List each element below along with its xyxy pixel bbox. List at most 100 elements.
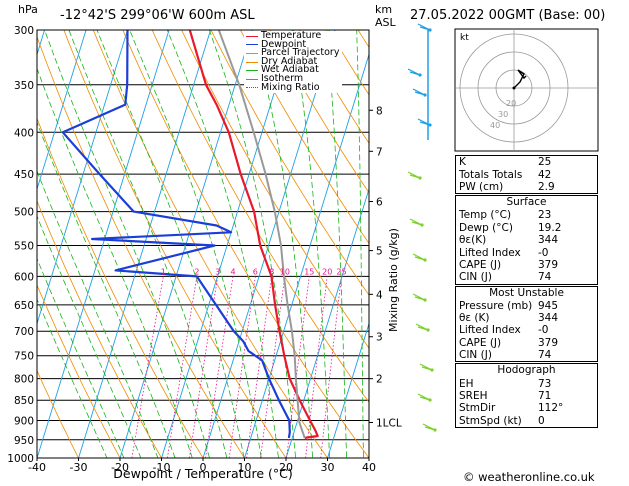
dry-adiabat-line: [181, 30, 369, 349]
wet-adiabat-line: [208, 30, 297, 458]
wet-adiabat-line: [96, 30, 245, 458]
wind-barb-dot: [428, 123, 432, 127]
wet-adiabat-line: [37, 169, 159, 458]
wet-adiabat-line: [251, 30, 314, 458]
legend-label: Dry Adiabat: [261, 55, 318, 67]
copyright-text: © weatheronline.co.uk: [463, 470, 595, 484]
wet-adiabat-line: [44, 30, 210, 458]
pressure-tick-label: 400: [14, 127, 34, 139]
surface-cin-label: CIN (J): [459, 271, 492, 284]
legend-item: Mixing Ratio: [246, 83, 339, 93]
wet-adiabat-line: [326, 30, 347, 458]
surface-theta-label: θε(K): [459, 234, 487, 247]
wind-barb-dot: [433, 428, 437, 432]
pressure-tick-label: 1000: [7, 453, 34, 465]
height-tick-label: 4: [376, 289, 383, 301]
legend: Temperature Dewpoint Parcel Trajectory Dry …: [244, 30, 343, 94]
pressure-tick-label: 750: [14, 351, 34, 363]
stmspd-label: StmSpd (kt): [459, 414, 522, 427]
mixing-ratio-label: 20: [322, 267, 332, 276]
wind-barb: [412, 253, 426, 261]
mixing-ratio-line: [189, 276, 219, 458]
dry-adiabat-line: [210, 30, 369, 296]
legend-item: Dry Adiabat: [246, 55, 339, 67]
surface-li-label: Lifted Index: [459, 246, 521, 259]
wind-barb-dot: [423, 258, 427, 262]
isotherm-line: [37, 30, 129, 326]
stmdir-value: 112°: [538, 402, 564, 415]
dry-adiabat-line: [63, 30, 287, 458]
height-tick-label: 8: [376, 105, 383, 117]
height-tick-label: 3: [376, 332, 383, 344]
surface-li-value: -0: [538, 246, 549, 259]
background-lines: [37, 30, 369, 458]
temp-tick-label: -10: [153, 461, 171, 474]
mixing-ratio-label: 25: [336, 267, 346, 276]
hodograph-unit-label: kt: [460, 33, 469, 43]
mixing-ratio-label: 10: [280, 267, 290, 276]
surface-theta-value: 344: [538, 234, 559, 247]
temp-tick-label: 0: [200, 461, 207, 474]
surface-dewp-label: Dewp (°C): [459, 221, 513, 234]
wind-barb: [417, 23, 431, 31]
legend-item: Parcel Trajectory: [246, 47, 340, 59]
pressure-unit-label: hPa: [18, 3, 38, 16]
legend-label: Parcel Trajectory: [261, 47, 340, 59]
wind-barb-dot: [428, 28, 432, 32]
legend-swatch: [246, 70, 258, 72]
isotherm-line: [244, 52, 369, 458]
dry-adiabat-line: [37, 199, 162, 458]
mixing-ratio-axis-label: Mixing Ratio (g/kg): [387, 228, 400, 332]
wind-barb: [412, 293, 426, 301]
surface-cape-value: 379: [538, 258, 559, 271]
surface-temp-value: 23: [538, 209, 552, 222]
location-title: -12°42'S 299°06'W 600m ASL: [60, 8, 255, 23]
legend-item: Temperature: [246, 30, 339, 41]
wind-barb-dot: [426, 328, 430, 332]
mixing-ratio-line: [167, 276, 198, 458]
mu-cin-label: CIN (J): [459, 349, 492, 362]
wet-adiabat-line: [129, 30, 262, 458]
most-unstable-title: Most Unstable: [489, 286, 564, 299]
temp-tick-label: -20: [111, 461, 129, 474]
sounding-indices-panel: K 25 Totals Totals 42 PW (cm) 2.9 Surface T…: [455, 155, 598, 429]
pressure-tick-label: 600: [14, 271, 34, 283]
height-tick-label: 5: [376, 246, 383, 258]
k-index-value: 25: [538, 156, 552, 169]
hodograph: kt 20 30 40: [454, 28, 599, 152]
datetime-title: 27.05.2022 00GMT (Base: 00): [410, 8, 606, 23]
mixing-ratio-line: [131, 276, 164, 458]
mixing-ratio-line: [228, 276, 256, 458]
mixing-ratio-line: [305, 276, 328, 458]
profile-dewpoint: [61, 30, 291, 439]
wet-adiabat-line: [68, 30, 228, 458]
dry-adiabat-line: [151, 30, 369, 403]
storm-motion-marker: [512, 86, 516, 90]
hodograph-ring-label: 30: [498, 110, 508, 119]
most-unstable-block: Most Unstable Pressure (mb) 945 θε (K) 344…: [455, 285, 598, 363]
sreh-value: 71: [538, 390, 552, 403]
profile-lines: [61, 30, 319, 439]
k-index-label: K: [459, 156, 466, 169]
totals-label: Totals Totals: [459, 168, 523, 181]
wind-barb: [409, 218, 423, 226]
wet-adiabat-line: [356, 30, 364, 458]
hodograph-ring-label: 40: [490, 121, 500, 130]
surface-title: Surface: [506, 196, 547, 209]
surface-cape-label: CAPE (J): [459, 258, 502, 271]
wind-barb-dot: [428, 398, 432, 402]
mu-li-label: Lifted Index: [459, 324, 521, 337]
pressure-tick-label: 550: [14, 240, 34, 252]
asl-label: ASL: [375, 16, 396, 29]
dry-adiabat-line: [37, 117, 204, 458]
wet-adiabat-line: [37, 257, 125, 458]
mixing-ratio-label: 2: [194, 267, 199, 276]
mixing-ratio-label: 4: [230, 267, 235, 276]
legend-label: Temperature: [261, 30, 322, 41]
mu-cape-label: CAPE (J): [459, 336, 502, 349]
wet-adiabat-line: [37, 121, 176, 458]
mixing-ratio-line: [320, 276, 342, 458]
axes: 1 2 3 4 6 8 10 15 20 2530035040045050055060065070…: [7, 25, 402, 474]
mu-cape-value: 379: [538, 336, 559, 349]
hodograph-params-block: Hodograph EH 73 SREH 71 StmDir 112° StmSpd …: [455, 363, 598, 429]
